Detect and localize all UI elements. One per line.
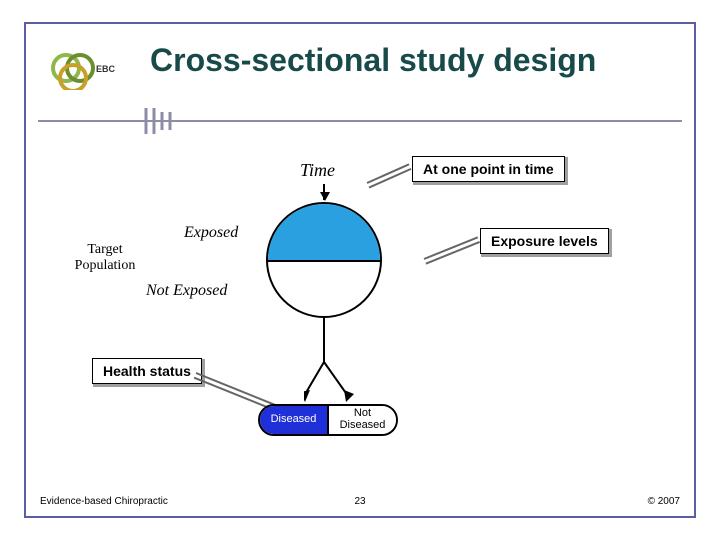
footer-center: 23 — [354, 496, 365, 507]
pill-diseased: Diseased — [260, 406, 329, 434]
population-divider — [268, 260, 380, 262]
time-label: Time — [300, 160, 335, 181]
exposed-label: Exposed — [184, 224, 238, 242]
outcome-arrow — [304, 318, 364, 406]
not-exposed-label: Not Exposed — [146, 282, 227, 300]
population-exposed-half — [268, 204, 380, 260]
slide-footer: Evidence-based Chiropractic 23 © 2007 — [40, 496, 680, 512]
target-population-label: TargetPopulation — [60, 242, 150, 274]
slide-title: Cross-sectional study design — [150, 42, 596, 79]
footer-left: Evidence-based Chiropractic — [40, 496, 168, 507]
logo-text: EBC — [96, 64, 116, 74]
title-separator — [38, 108, 682, 134]
study-diagram: Time Exposed Not Exposed TargetPopulatio… — [170, 160, 570, 420]
time-arrow — [323, 184, 325, 200]
ebc-logo: EBC — [46, 52, 130, 90]
footer-right: © 2007 — [648, 496, 680, 507]
outcome-pill: Diseased NotDiseased — [258, 404, 398, 436]
pill-not-diseased: NotDiseased — [329, 406, 396, 434]
population-circle — [266, 202, 382, 318]
